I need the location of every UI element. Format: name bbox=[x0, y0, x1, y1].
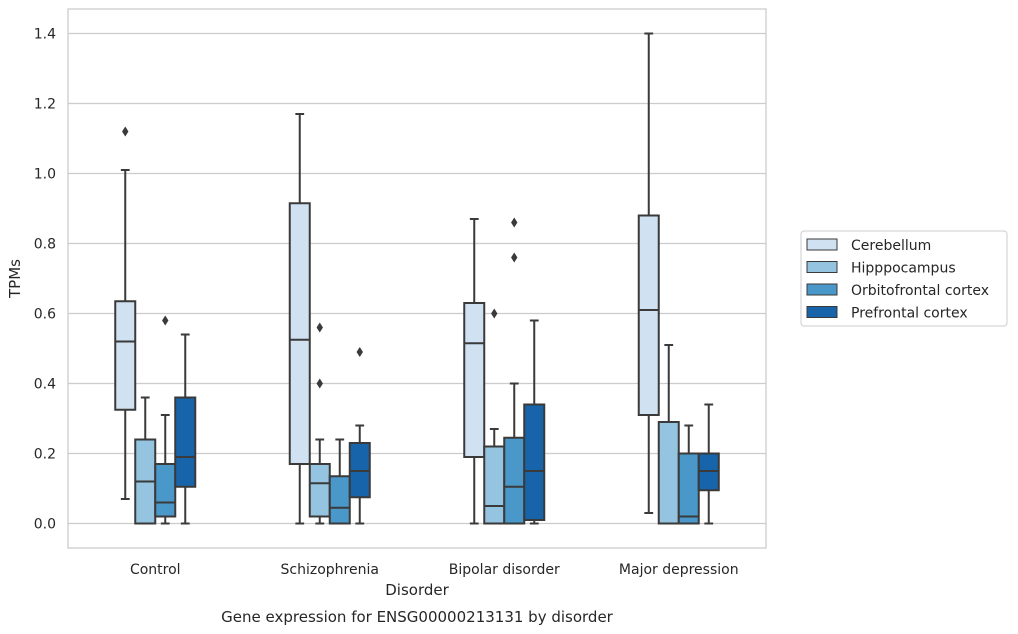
box-group bbox=[308, 322, 331, 525]
box-iqr bbox=[328, 475, 351, 525]
legend-label: Cerebellum bbox=[851, 238, 931, 254]
x-tick-label: Major depression bbox=[619, 562, 739, 578]
box-iqr bbox=[288, 202, 311, 465]
box-group bbox=[483, 308, 506, 525]
legend-label: Orbitofrontal cortex bbox=[851, 283, 989, 299]
box-group bbox=[657, 344, 680, 525]
legend-frame bbox=[800, 230, 1008, 327]
outlier-point bbox=[316, 322, 323, 333]
outlier-point bbox=[511, 217, 518, 228]
box-group bbox=[328, 438, 351, 525]
y-tick-labels: 0.0 0.2 0.4 0.6 0.8 1.0 1.2 1.4 bbox=[34, 27, 56, 533]
legend: Cerebellum Hipppocampus Orbitofrontal cort… bbox=[800, 230, 1008, 327]
box-iqr bbox=[463, 302, 486, 458]
box-iqr bbox=[174, 396, 197, 488]
y-tick-label: 0.6 bbox=[34, 307, 56, 323]
x-axis-label: Disorder bbox=[385, 581, 449, 599]
y-tick-label: 1.4 bbox=[34, 27, 56, 43]
plot-frame bbox=[67, 8, 767, 549]
box-iqr bbox=[308, 463, 331, 518]
outlier-point bbox=[356, 347, 363, 357]
outlier-point bbox=[316, 378, 323, 389]
box-layer bbox=[114, 32, 720, 525]
box-iqr bbox=[677, 452, 700, 525]
box-iqr bbox=[483, 445, 506, 525]
box-group bbox=[637, 32, 660, 514]
outlier-point bbox=[511, 252, 518, 263]
box-group bbox=[174, 333, 197, 525]
legend-label: Prefrontal cortex bbox=[851, 306, 968, 322]
box-iqr bbox=[657, 421, 680, 525]
box-group bbox=[154, 315, 177, 525]
y-tick-label: 0.8 bbox=[34, 237, 56, 253]
x-tick-label: Bipolar disorder bbox=[449, 562, 560, 578]
box-group bbox=[697, 403, 720, 525]
outlier-point bbox=[491, 308, 498, 319]
box-iqr bbox=[154, 463, 177, 518]
y-tick-label: 0.2 bbox=[34, 447, 56, 463]
box-iqr bbox=[523, 403, 546, 521]
legend-swatch bbox=[806, 283, 838, 296]
chart-caption: Gene expression for ENSG00000213131 by d… bbox=[221, 608, 614, 626]
legend-swatch bbox=[806, 261, 838, 273]
y-tick-label: 0.0 bbox=[34, 517, 56, 533]
box-group bbox=[348, 347, 371, 525]
box-group bbox=[677, 424, 700, 525]
box-group bbox=[114, 126, 137, 500]
box-group bbox=[463, 218, 486, 525]
x-tick-label: Control bbox=[130, 562, 181, 578]
x-tick-labels: Control Schizophrenia Bipolar disorder Majo… bbox=[130, 562, 739, 578]
y-tick-label: 0.4 bbox=[34, 377, 56, 393]
y-axis-label: TPMs bbox=[6, 259, 24, 299]
box-group bbox=[288, 113, 311, 525]
box-group bbox=[134, 396, 157, 525]
y-tick-label: 1.0 bbox=[34, 167, 56, 183]
legend-swatch bbox=[806, 306, 838, 318]
box-iqr bbox=[637, 214, 660, 416]
x-tick-label: Schizophrenia bbox=[281, 562, 379, 578]
box-group bbox=[503, 217, 526, 525]
box-iqr bbox=[114, 300, 137, 411]
outlier-point bbox=[122, 126, 129, 137]
legend-label: Hipppocampus bbox=[851, 261, 956, 277]
legend-swatch bbox=[806, 238, 838, 251]
box-group bbox=[523, 319, 546, 525]
outlier-point bbox=[162, 315, 169, 326]
box-iqr bbox=[503, 436, 526, 525]
y-tick-label: 1.2 bbox=[34, 97, 56, 113]
